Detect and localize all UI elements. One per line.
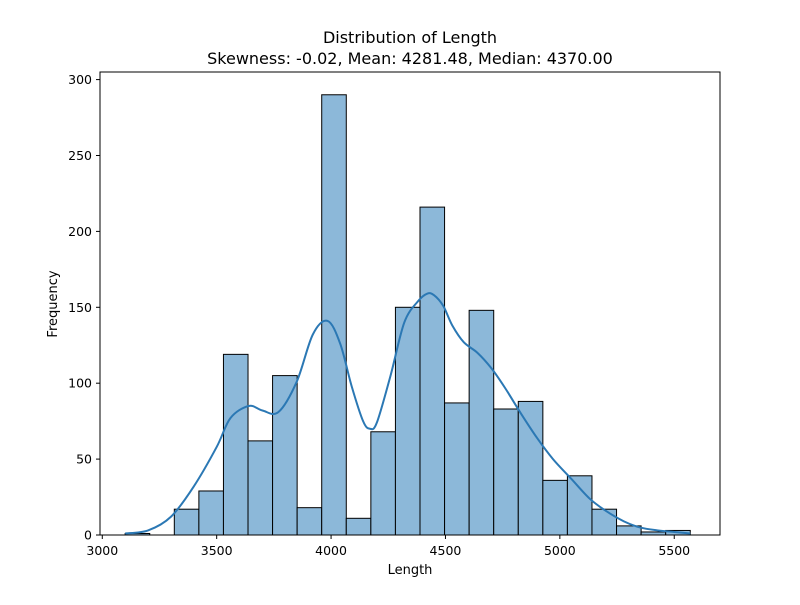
x-tick-label-3500: 3500 <box>201 543 233 558</box>
histogram-bar-5 <box>247 440 274 536</box>
histogram-bar-8 <box>321 94 347 536</box>
histogram-bar-16 <box>517 400 544 536</box>
histogram-bar-4 <box>222 353 249 536</box>
histogram-bar-19 <box>591 508 618 536</box>
histogram-bar-10 <box>370 431 396 536</box>
histogram-bar-9 <box>345 517 372 536</box>
chart-title: Distribution of Length <box>323 28 497 47</box>
histogram-bar-15 <box>493 408 519 536</box>
x-axis-label: Length <box>388 563 433 578</box>
histogram-bar-14 <box>468 309 495 536</box>
x-tick-label-4500: 4500 <box>430 543 462 558</box>
histogram-bar-18 <box>566 475 593 536</box>
y-tick-label-0: 0 <box>84 528 92 543</box>
y-axis-label: Frequency <box>46 270 61 337</box>
x-axis-ticks: 3000 3500 4000 4500 5000 5500 <box>86 535 690 558</box>
y-tick-label-50: 50 <box>76 452 92 467</box>
y-tick-label-250: 250 <box>68 148 92 163</box>
kde-line <box>125 292 691 535</box>
plot-area-frame <box>99 71 721 536</box>
x-tick-label-3000: 3000 <box>86 543 118 558</box>
y-tick-label-150: 150 <box>68 300 92 315</box>
histogram-bar-13 <box>444 402 470 536</box>
bars-layer <box>124 94 691 536</box>
histogram-bar-3 <box>198 490 224 536</box>
y-tick-label-300: 300 <box>68 72 92 87</box>
x-tick-label-5000: 5000 <box>544 543 576 558</box>
histogram-bar-12 <box>419 206 446 536</box>
histogram-bar-2 <box>173 508 200 536</box>
histogram-bar-6 <box>272 375 298 536</box>
histogram-bar-7 <box>296 507 323 536</box>
y-tick-label-100: 100 <box>68 376 92 391</box>
y-tick-label-200: 200 <box>68 224 92 239</box>
chart-subtitle: Skewness: -0.02, Mean: 4281.48, Median: … <box>207 49 613 68</box>
x-tick-label-5500: 5500 <box>658 543 690 558</box>
x-tick-label-4000: 4000 <box>315 543 347 558</box>
y-axis-ticks: 0 50 100 150 200 250 300 <box>68 72 100 543</box>
histogram-bar-17 <box>542 479 568 536</box>
histogram-bar-11 <box>394 306 421 536</box>
